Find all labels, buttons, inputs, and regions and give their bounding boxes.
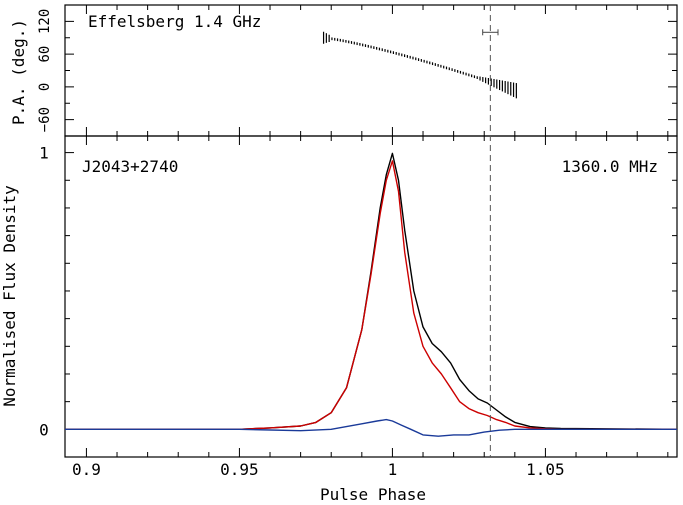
pa-y-tick-label: 0 — [37, 83, 53, 91]
profile-panel: 01 0.9 0.95 1 1.05 J2043+2740 1360.0 MHz Pu… — [0, 135, 678, 504]
profile-y-tick-label: 0 — [39, 420, 49, 439]
series-line-total-intensity — [65, 152, 678, 430]
x-tick-label: 0.95 — [220, 460, 259, 479]
pa-points — [322, 31, 517, 99]
pa-y-tick-label: 60 — [37, 46, 53, 63]
pa-x-ticks — [85, 5, 669, 136]
series-line-linear-polarization — [65, 160, 677, 430]
profile-y-tick-label: 1 — [39, 144, 49, 163]
pa-y-ticks: −60 0 60 120 — [37, 4, 677, 137]
pa-y-axis-label: P.A. (deg.) — [9, 19, 28, 125]
x-tick-label: 1 — [388, 460, 398, 479]
frequency-label: 1360.0 MHz — [562, 157, 658, 176]
pa-y-tick-label: 120 — [37, 9, 53, 34]
profile-x-ticks: 0.9 0.95 1 1.05 — [72, 136, 669, 479]
source-label: J2043+2740 — [82, 157, 178, 176]
profile-y-ticks: 01 — [39, 144, 677, 439]
x-axis-label: Pulse Phase — [320, 485, 426, 504]
profile-series — [65, 152, 678, 437]
series-line-circular-polarization — [65, 418, 677, 437]
x-tick-label: 1.05 — [526, 460, 565, 479]
profile-panel-frame — [64, 135, 678, 458]
pa-y-tick-label: −60 — [37, 107, 53, 132]
position-angle-panel: −60 0 60 120 Effelsberg 1.4 GHz P.A. (deg.) — [9, 4, 678, 137]
pa-error-bar-example — [482, 29, 499, 36]
pa-panel-title: Effelsberg 1.4 GHz — [88, 12, 261, 31]
x-tick-label: 0.9 — [72, 460, 101, 479]
profile-y-axis-label: Normalised Flux Density — [0, 185, 19, 407]
